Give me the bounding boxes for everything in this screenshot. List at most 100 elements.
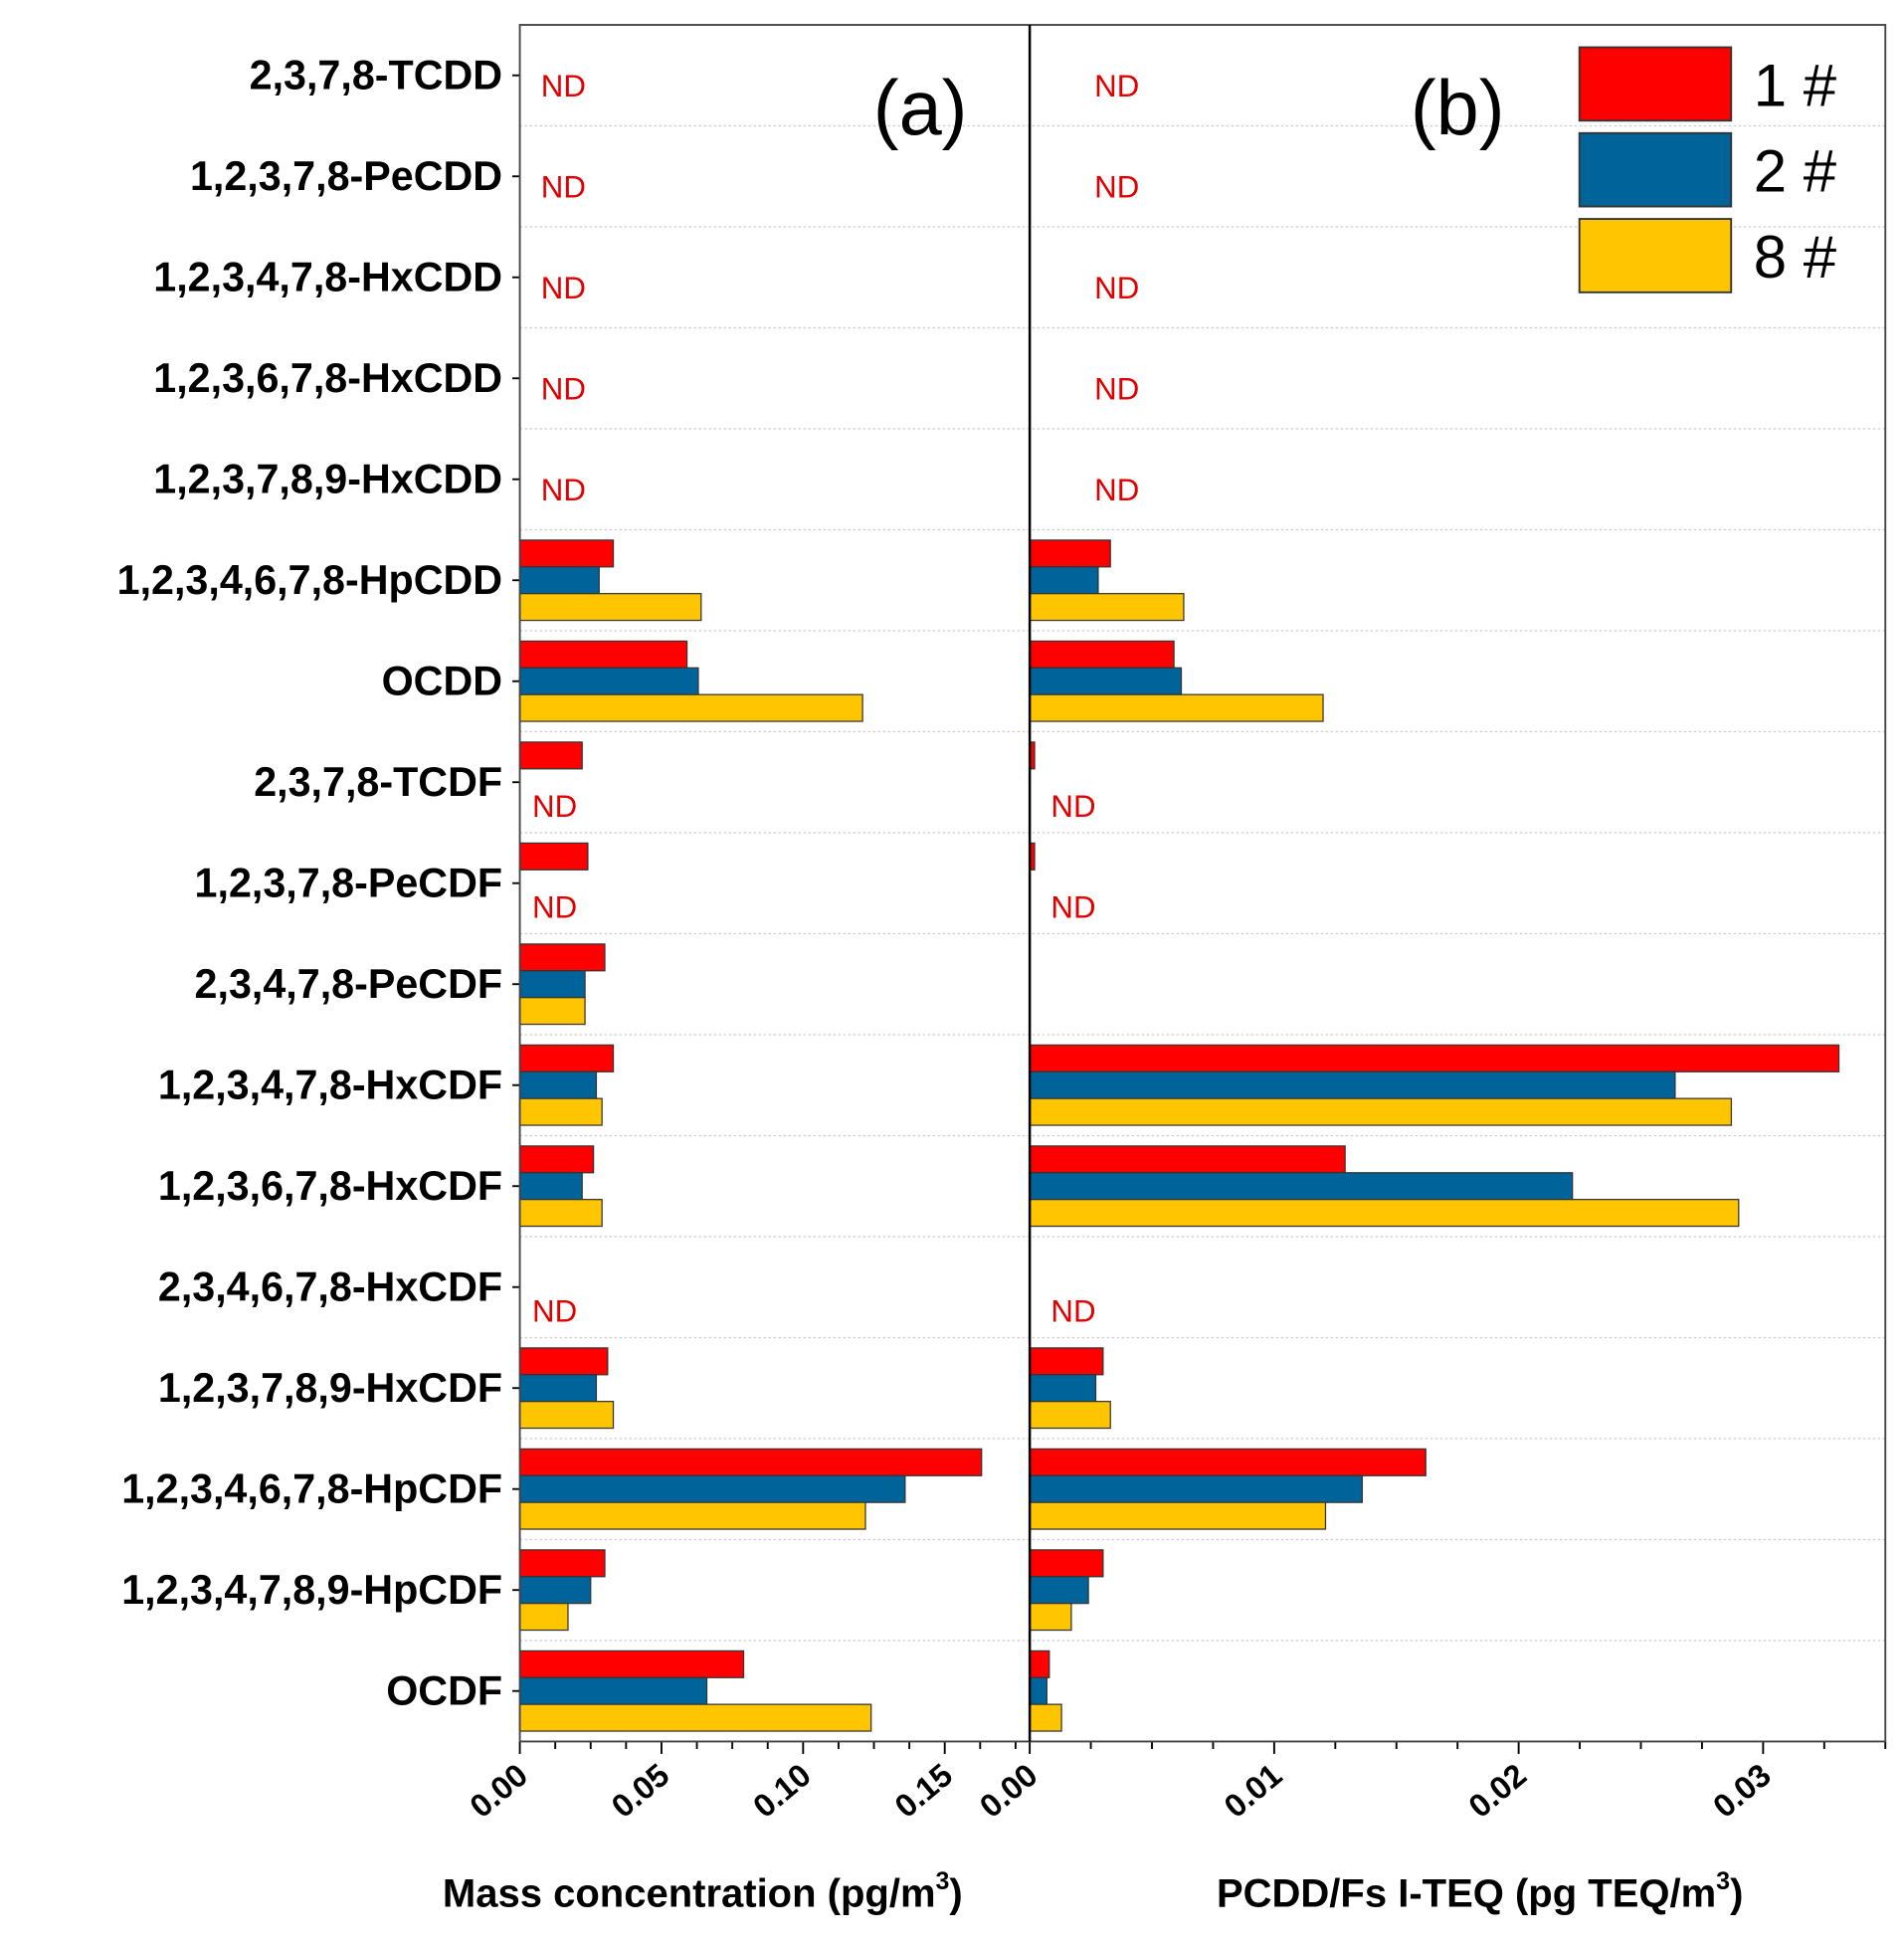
category-label: 1,2,3,4,6,7,8-HpCDD: [117, 557, 502, 603]
x-axis-title-b: PCDD/Fs I-TEQ (pg TEQ/m3): [1217, 1867, 1743, 1916]
bars: [518, 539, 1840, 1732]
category-label: 2,3,4,6,7,8-HxCDF: [158, 1263, 502, 1309]
bar-b-8: [1029, 1199, 1740, 1228]
x-tick-label: 0.10: [746, 1757, 818, 1825]
bar-a-8: [518, 1501, 866, 1530]
nd-label: ND: [1094, 69, 1139, 103]
bar-b-2: [1029, 1374, 1097, 1403]
bar-b-8: [1029, 1603, 1072, 1632]
bar-b-2: [1029, 1576, 1089, 1605]
nd-label: ND: [1094, 271, 1139, 305]
bar-a-1: [518, 1145, 595, 1174]
bar-a-8: [518, 1401, 615, 1430]
x-tick-label: 0.00: [463, 1757, 534, 1825]
category-label: 2,3,7,8-TCDF: [254, 759, 502, 805]
nd-label: ND: [532, 890, 577, 925]
nd-label: ND: [541, 170, 586, 205]
bar-a-1: [518, 943, 606, 972]
nd-label: ND: [532, 1294, 577, 1329]
bar-a-2: [518, 970, 586, 999]
category-label: 1,2,3,4,7,8-HxCDD: [153, 254, 502, 299]
x-axis-title-a: Mass concentration (pg/m3): [443, 1867, 963, 1916]
bar-b-2: [1029, 1474, 1363, 1503]
legend-swatch: [1578, 218, 1733, 293]
x-tick-label: 0.02: [1462, 1757, 1534, 1825]
bar-a-2: [518, 667, 699, 695]
x-tick-label: 0.15: [888, 1757, 960, 1825]
bar-a-1: [518, 741, 583, 770]
bar-a-8: [518, 1097, 603, 1126]
bar-a-1: [518, 842, 589, 871]
bar-b-2: [1029, 566, 1099, 595]
category-label: 1,2,3,7,8,9-HxCDF: [158, 1365, 502, 1411]
bar-a-2: [518, 1576, 592, 1605]
category-label: 2,3,4,7,8-PeCDF: [195, 961, 503, 1007]
nd-label: ND: [1094, 371, 1139, 406]
legend-swatch: [1578, 46, 1733, 122]
legend-swatch: [1578, 131, 1733, 208]
bar-a-2: [518, 1474, 906, 1503]
bar-a-8: [518, 1703, 872, 1732]
tick-labels: 0.00 0.05 0.10 0.15 0.00 0.01 0.02 0.03: [463, 1757, 1777, 1825]
bar-b-1: [1029, 539, 1111, 568]
category-label: OCDD: [382, 658, 502, 703]
category-label: 1,2,3,7,8-PeCDD: [190, 153, 502, 199]
nd-label: ND: [1094, 473, 1139, 507]
bar-b-1: [1029, 1549, 1104, 1578]
bar-b-8: [1029, 693, 1324, 722]
bar-b-2: [1029, 1676, 1047, 1705]
nd-label: ND: [1094, 170, 1139, 205]
bar-b-1: [1029, 1650, 1050, 1678]
bar-a-2: [518, 1070, 598, 1099]
category-label: 1,2,3,4,7,8-HxCDF: [158, 1062, 502, 1107]
bar-a-2: [518, 566, 600, 595]
legend: 1 # 2 # 8 #: [1578, 46, 1837, 293]
bar-a-8: [518, 997, 586, 1026]
bar-a-2: [518, 1374, 598, 1403]
bar-a-2: [518, 1172, 583, 1201]
nd-label: ND: [1050, 789, 1095, 824]
category-label: 1,2,3,7,8,9-HxCDD: [153, 456, 502, 501]
bar-a-8: [518, 593, 702, 622]
legend-label: 1 #: [1754, 52, 1837, 118]
bar-a-1: [518, 1347, 609, 1376]
category-labels: 2,3,7,8-TCDD 1,2,3,7,8-PeCDD 1,2,3,4,7,8-H…: [117, 53, 502, 1714]
bar-b-8: [1029, 1703, 1062, 1732]
bar-a-8: [518, 1199, 603, 1228]
nd-label: ND: [541, 473, 586, 507]
bar-b-1: [1029, 1145, 1346, 1174]
bar-b-8: [1029, 1097, 1733, 1126]
nd-label: ND: [541, 271, 586, 305]
bar-a-1: [518, 1549, 606, 1578]
gridlines: [519, 124, 1886, 1642]
category-label: 1,2,3,6,7,8-HxCDF: [158, 1163, 502, 1209]
category-label: 1,2,3,7,8-PeCDF: [195, 860, 503, 905]
bar-a-1: [518, 640, 688, 669]
category-label: 2,3,7,8-TCDD: [250, 53, 502, 98]
category-label: 1,2,3,4,7,8,9-HpCDF: [121, 1567, 502, 1613]
legend-label: 2 #: [1754, 138, 1837, 205]
category-label: 1,2,3,6,7,8-HxCDD: [153, 355, 502, 401]
bar-a-1: [518, 1448, 983, 1476]
bar-b-1: [1029, 1448, 1427, 1476]
x-tick-label: 0.01: [1218, 1757, 1289, 1825]
bar-b-8: [1029, 593, 1185, 622]
bar-a-8: [518, 1603, 569, 1632]
x-tick-label: 0.00: [973, 1757, 1045, 1825]
bar-a-1: [518, 1044, 615, 1072]
nd-label: ND: [532, 789, 577, 824]
bar-b-2: [1029, 1172, 1574, 1201]
x-tick-label: 0.05: [605, 1757, 676, 1825]
panel-label-a: (a): [873, 66, 968, 151]
nd-label: ND: [541, 69, 586, 103]
category-label: 1,2,3,4,6,7,8-HpCDF: [121, 1465, 502, 1511]
nd-labels: ND ND ND ND ND ND ND ND ND ND ND ND ND ND ND ND: [532, 69, 1139, 1329]
panel-label-b: (b): [1411, 66, 1505, 151]
x-tick-label: 0.03: [1706, 1757, 1778, 1825]
plot-frame: [518, 24, 1887, 1743]
nd-label: ND: [1050, 890, 1095, 925]
nd-label: ND: [541, 371, 586, 406]
bar-a-2: [518, 1676, 708, 1705]
bar-b-8: [1029, 1401, 1111, 1430]
